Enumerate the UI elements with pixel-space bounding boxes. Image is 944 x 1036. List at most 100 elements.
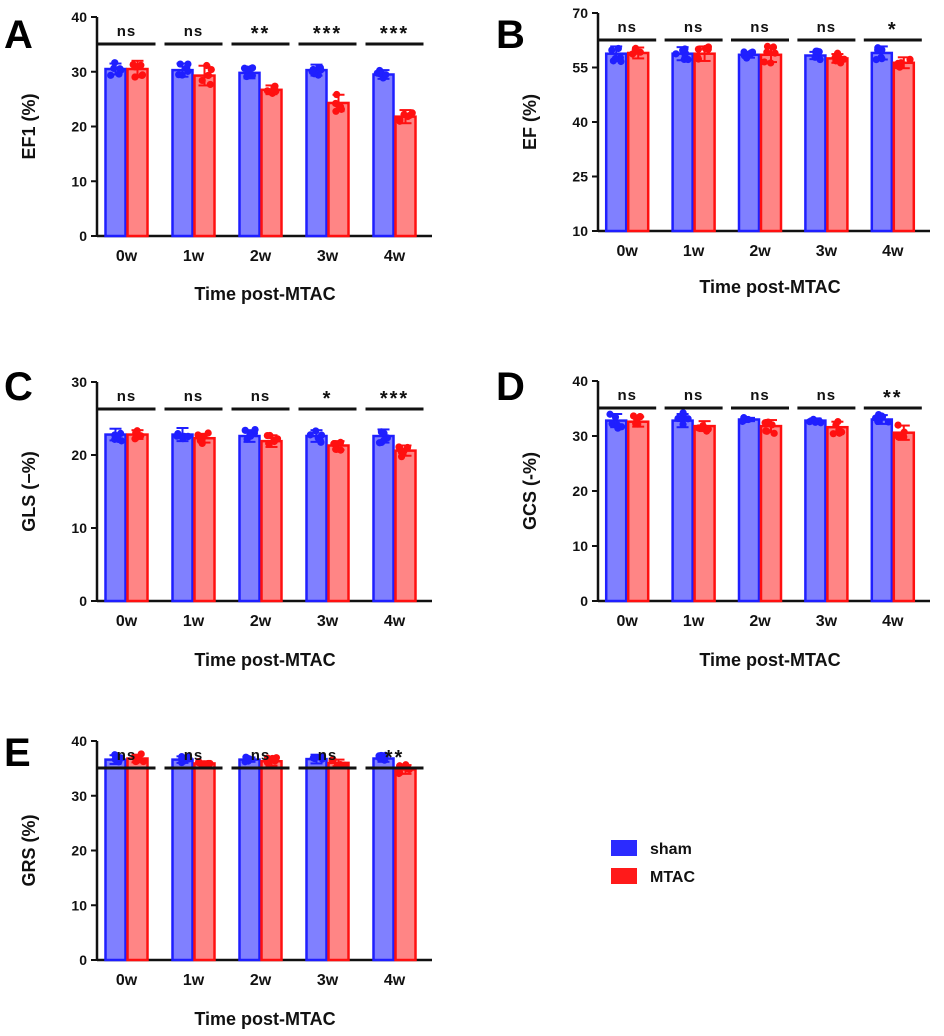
data-point: [107, 71, 115, 79]
x-tick-label: 2w: [749, 613, 771, 630]
data-point: [636, 413, 644, 421]
data-point: [743, 54, 751, 62]
significance-label: **: [251, 23, 271, 45]
data-point: [184, 432, 192, 441]
data-point: [768, 421, 776, 429]
data-point: [316, 436, 324, 445]
data-point: [614, 44, 622, 53]
data-point: [113, 433, 121, 441]
data-point: [263, 758, 271, 767]
y-axis-title: GCS (-%): [520, 452, 540, 530]
significance-label: ns: [117, 388, 137, 405]
data-point: [185, 755, 193, 763]
y-tick-label: 10: [71, 173, 87, 189]
data-point: [336, 438, 345, 446]
x-axis-title: Time post-MTAC: [699, 650, 840, 670]
x-tick-label: 1w: [183, 613, 205, 630]
bar-sham-1w: [671, 52, 694, 233]
data-point: [178, 754, 186, 762]
bar-mtac-4w: [394, 449, 417, 603]
bar-sham-0w: [104, 433, 127, 603]
x-tick-label: 2w: [749, 243, 771, 260]
bar-mtac-3w: [327, 761, 350, 962]
data-point: [837, 59, 845, 67]
data-point: [811, 418, 819, 426]
significance-label: ns: [251, 388, 271, 405]
data-point: [375, 439, 384, 447]
bar-mtac-0w: [626, 420, 650, 603]
significance-label: ns: [617, 19, 637, 36]
significance-label: ns: [750, 19, 770, 36]
data-point: [204, 71, 212, 80]
data-point: [337, 446, 345, 454]
bar-sham-0w: [604, 419, 628, 603]
bar-mtac-3w: [826, 425, 849, 603]
data-point: [318, 752, 327, 760]
y-tick-label: 0: [580, 593, 588, 609]
data-point: [679, 409, 687, 417]
significance-label: ns: [617, 387, 637, 404]
bar-sham-3w: [305, 68, 328, 238]
data-point: [206, 80, 214, 89]
significance-label: *: [888, 19, 898, 41]
y-tick-label: 20: [71, 119, 87, 135]
chart-panel-b: B 10 25 40 55 70 EF (%) Time post-MTAC 0w ns 1w ns 2…: [496, 5, 930, 297]
data-point: [176, 60, 184, 68]
significance-label: ns: [184, 747, 204, 764]
x-tick-label: 0w: [116, 248, 138, 265]
x-tick-label: 0w: [617, 243, 639, 260]
x-tick-label: 3w: [317, 613, 339, 630]
significance-label: ns: [817, 387, 837, 404]
significance-label: ***: [380, 23, 409, 45]
bar-sham-3w: [804, 54, 827, 233]
data-point: [270, 436, 278, 444]
significance-label: ns: [117, 23, 137, 40]
significance-label: *: [323, 388, 333, 410]
panel-letter: A: [4, 13, 33, 57]
bar-sham-1w: [171, 68, 194, 238]
bar-sham-2w: [737, 418, 761, 603]
bar-sham-4w: [372, 757, 395, 962]
bar-sham-1w: [671, 419, 694, 603]
data-point: [835, 426, 843, 434]
data-point: [184, 67, 192, 75]
bar-sham-4w: [870, 418, 894, 603]
bar-sham-3w: [305, 434, 328, 603]
panel-letter: C: [4, 365, 33, 409]
x-axis-title: Time post-MTAC: [194, 284, 335, 304]
y-tick-label: 20: [572, 483, 588, 499]
data-point: [243, 65, 251, 73]
x-tick-label: 2w: [250, 248, 272, 265]
data-point: [684, 415, 692, 423]
x-tick-label: 1w: [683, 243, 705, 260]
bar-mtac-2w: [759, 424, 783, 603]
data-point: [115, 70, 123, 78]
significance-label: ***: [380, 388, 409, 410]
y-tick-label: 0: [79, 228, 87, 244]
data-point: [740, 48, 748, 56]
y-tick-label: 0: [79, 952, 87, 968]
chart-panel-e: E 0 10 20 30 40 GRS (%) Time post-MTAC 0w ns 1w ns 2…: [4, 731, 432, 1029]
data-point: [611, 413, 620, 421]
data-point: [900, 428, 908, 436]
chart-panel-d: D 0 10 20 30 40 GCS (-%) Time post-MTAC 0w ns 1w ns…: [496, 365, 930, 670]
data-point: [884, 418, 893, 426]
data-point: [195, 758, 203, 767]
data-point: [878, 412, 886, 420]
data-point: [263, 431, 271, 440]
data-point: [906, 55, 914, 63]
bar-mtac-3w: [327, 101, 350, 238]
y-axis-title: EF1 (%): [19, 93, 39, 159]
bar-mtac-1w: [193, 436, 216, 603]
data-point: [771, 49, 779, 57]
data-point: [672, 50, 680, 58]
y-tick-label: 20: [71, 843, 87, 859]
data-point: [306, 431, 314, 439]
bar-sham-1w: [171, 433, 194, 603]
data-point: [380, 429, 388, 437]
y-tick-label: 0: [79, 593, 87, 609]
data-point: [811, 53, 819, 61]
x-tick-label: 1w: [183, 972, 205, 989]
y-tick-label: 10: [572, 538, 588, 554]
